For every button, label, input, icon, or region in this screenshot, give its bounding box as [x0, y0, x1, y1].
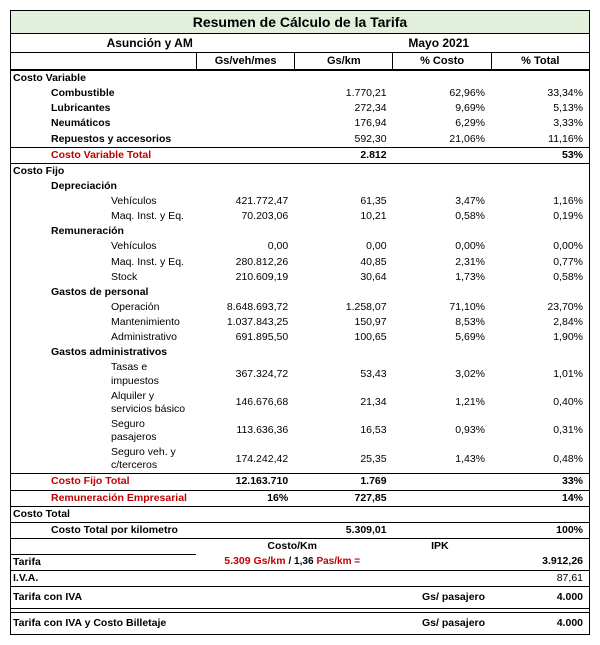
header-row: Asunción y AM Mayo 2021	[10, 34, 590, 53]
depreciacion-header: Depreciación	[11, 179, 590, 194]
ipk-gs-km: 5.309 Gs/km	[224, 555, 285, 567]
row-gp-administrativo: Administrativo 691.895,50 100,65 5,69% 1…	[11, 330, 590, 345]
row-rem-maq: Maq. Inst. y Eq. 280.812,26 40,85 2,31% …	[11, 255, 590, 270]
row-rem-empresarial: Remuneración Empresarial 16% 727,85 14%	[11, 490, 590, 506]
row-costo-variable-total: Costo Variable Total 2.812 53%	[11, 147, 590, 163]
row-costo-total-km: Costo Total por kilometro 5.309,01 100%	[11, 522, 590, 538]
row-ipk-headers: Costo/Km IPK	[11, 538, 590, 554]
col-gs-km: Gs/km	[294, 53, 392, 69]
row-ga-seg-pasaj: Seguro pasajeros 113.636,36 16,53 0,93% …	[11, 417, 590, 445]
ipk-unit: Pas/km =	[316, 556, 360, 567]
col-pc-total: % Total	[491, 53, 589, 69]
period-label: Mayo 2021	[288, 34, 589, 52]
gastos-admin-header: Gastos administrativos	[11, 345, 590, 360]
row-ga-tasas: Tasas e impuestos 367.324,72 53,43 3,02%…	[11, 360, 590, 388]
col-gs-veh-mes: Gs/veh/mes	[196, 53, 294, 69]
costo-variable-header: Costo Variable	[11, 71, 590, 87]
title: Resumen de Cálculo de la Tarifa	[10, 10, 590, 34]
column-headers: Gs/veh/mes Gs/km % Costo % Total	[10, 53, 590, 70]
remuneracion-header: Remuneración	[11, 224, 590, 239]
row-costo-fijo-total: Costo Fijo Total 12.163.710 1.769 33%	[11, 474, 590, 490]
tarifa-table: Costo Variable Combustible 1.770,21 62,9…	[10, 70, 590, 635]
row-tarifa-full: Tarifa con IVA y Costo Billetaje Gs/ pas…	[11, 612, 590, 634]
row-rem-vehiculos: Vehículos 0,00 0,00 0,00% 0,00%	[11, 239, 590, 254]
row-ga-alquiler: Alquiler y servicios básico 146.676,68 2…	[11, 389, 590, 417]
row-neumaticos: Neumáticos 176,94 6,29% 3,33%	[11, 116, 590, 131]
row-gp-mantenimiento: Mantenimiento 1.037.843,25 150,97 8,53% …	[11, 315, 590, 330]
row-dep-maq: Maq. Inst. y Eq. 70.203,06 10,21 0,58% 0…	[11, 209, 590, 224]
row-iva: I.V.A. 87,61	[11, 570, 590, 586]
row-combustible: Combustible 1.770,21 62,96% 33,34%	[11, 86, 590, 101]
ipk-div: / 1,36	[288, 556, 313, 567]
row-dep-vehiculos: Vehículos 421.772,47 61,35 3,47% 1,16%	[11, 194, 590, 209]
row-tarifa-iva: Tarifa con IVA Gs/ pasajero 4.000	[11, 586, 590, 608]
region-label: Asunción y AM	[11, 34, 288, 52]
col-pc-costo: % Costo	[392, 53, 490, 69]
costo-total-header: Costo Total	[11, 506, 590, 522]
row-tarifa-calc: Tarifa 5.309 Gs/km / 1,36 Pas/km = 3.912…	[11, 554, 590, 570]
row-repuestos: Repuestos y accesorios 592,30 21,06% 11,…	[11, 132, 590, 148]
row-ga-seg-veh: Seguro veh. y c/terceros 174.242,42 25,3…	[11, 445, 590, 474]
row-gp-operacion: Operación 8.648.693,72 1.258,07 71,10% 2…	[11, 300, 590, 315]
row-lubricantes: Lubricantes 272,34 9,69% 5,13%	[11, 101, 590, 116]
costo-fijo-header: Costo Fijo	[11, 163, 590, 179]
row-rem-stock: Stock 210.609,19 30,64 1,73% 0,58%	[11, 270, 590, 285]
gastos-personal-header: Gastos de personal	[11, 285, 590, 300]
